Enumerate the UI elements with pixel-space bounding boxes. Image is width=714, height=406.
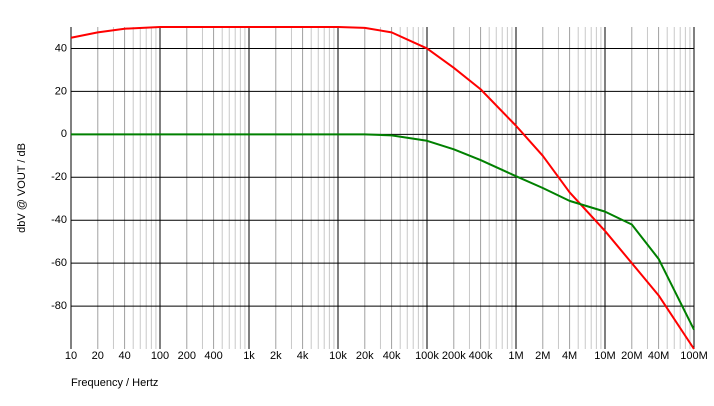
x-tick-label: 20M — [621, 350, 642, 362]
x-tick-label: 40M — [648, 350, 669, 362]
x-tick-label: 20 — [92, 350, 104, 362]
x-tick-label: 200 — [178, 350, 196, 362]
x-tick-label: 10 — [65, 350, 77, 362]
y-tick-label: -20 — [51, 171, 67, 183]
y-tick-label: 20 — [55, 85, 67, 97]
x-tick-label: 40 — [118, 350, 130, 362]
x-tick-label: 1k — [243, 350, 255, 362]
x-tick-label: 10k — [329, 350, 347, 362]
y-axis-label: dbV @ VOUT / dB — [16, 143, 28, 233]
x-tick-label: 2k — [270, 350, 282, 362]
series-line — [70, 26, 695, 350]
y-tick-label: 0 — [61, 128, 67, 140]
x-tick-label: 200k — [442, 350, 466, 362]
x-tick-label: 40k — [383, 350, 401, 362]
x-tick-label: 100 — [151, 350, 169, 362]
x-tick-label: 100M — [680, 350, 708, 362]
x-tick-label: 20k — [356, 350, 374, 362]
y-tick-label: -40 — [51, 214, 67, 226]
y-tick-label: 40 — [55, 42, 67, 54]
x-tick-label: 10M — [594, 350, 615, 362]
y-tick-label: -60 — [51, 257, 67, 269]
x-tick-label: 400k — [469, 350, 493, 362]
x-axis-label: Frequency / Hertz — [71, 377, 158, 389]
x-tick-label: 100k — [415, 350, 439, 362]
x-tick-label: 4k — [297, 350, 309, 362]
x-tick-label: 1M — [508, 350, 523, 362]
x-tick-label: 400 — [204, 350, 222, 362]
x-tick-label: 2M — [535, 350, 550, 362]
y-tick-label: -80 — [51, 300, 67, 312]
series-line — [71, 133, 695, 331]
x-tick-label: 4M — [562, 350, 577, 362]
